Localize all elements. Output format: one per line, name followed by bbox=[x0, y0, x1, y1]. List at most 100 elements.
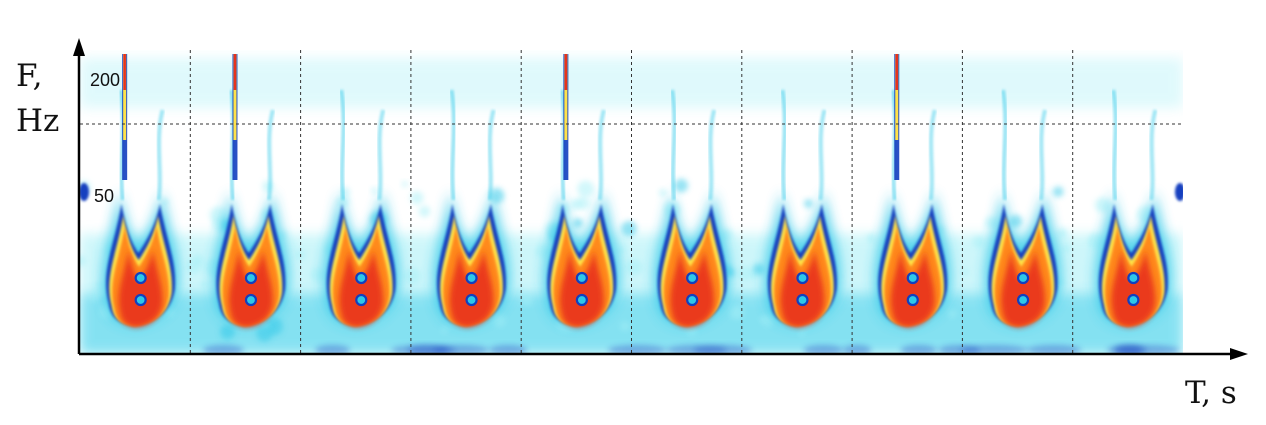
blob-layer-4 bbox=[1001, 249, 1046, 328]
x-axis-arrow-icon bbox=[1230, 348, 1248, 360]
background-speckle bbox=[577, 180, 594, 198]
ring-2 bbox=[906, 293, 919, 307]
background-speckle bbox=[947, 309, 956, 318]
y-axis-title-line1: F, bbox=[16, 58, 43, 94]
wisp-right bbox=[487, 109, 496, 201]
wisp-left bbox=[449, 89, 456, 201]
beat-10 bbox=[1095, 54, 1172, 328]
background-speckle bbox=[737, 266, 753, 282]
edge-spot-right bbox=[1175, 183, 1183, 201]
wisp-left bbox=[339, 89, 346, 201]
baseline-shade bbox=[432, 345, 489, 354]
wisp-right bbox=[597, 109, 606, 201]
y-tick-label-50: 50 bbox=[94, 186, 114, 206]
grid-lines bbox=[80, 50, 1183, 354]
background-speckle bbox=[625, 259, 643, 276]
baseline-shade bbox=[960, 345, 1028, 354]
background-speckle bbox=[371, 187, 378, 194]
beat-7 bbox=[764, 54, 841, 328]
background-speckle bbox=[572, 218, 583, 229]
beat-1 bbox=[102, 54, 179, 328]
blob-layer-4 bbox=[339, 249, 384, 328]
background-speckle bbox=[91, 293, 99, 301]
wisp-left bbox=[780, 89, 787, 201]
edge-spot-left bbox=[80, 183, 89, 201]
background-speckle bbox=[621, 220, 637, 237]
wisp-right bbox=[266, 109, 275, 201]
background-speckle bbox=[570, 198, 582, 211]
ring-2 bbox=[465, 293, 478, 307]
beat-5 bbox=[543, 54, 620, 328]
ring-2 bbox=[1016, 293, 1030, 307]
ring-2 bbox=[575, 293, 588, 307]
background-speckle bbox=[620, 321, 630, 331]
ring-2 bbox=[686, 293, 699, 307]
background-speckle bbox=[521, 295, 532, 306]
background-speckle bbox=[401, 181, 408, 188]
y-axis bbox=[73, 38, 85, 354]
wisp-left bbox=[1111, 89, 1118, 201]
ring-1 bbox=[465, 271, 478, 285]
beat-9 bbox=[984, 54, 1062, 328]
ring-2 bbox=[355, 293, 368, 307]
blob-layer-4 bbox=[559, 249, 604, 328]
baseline-shade bbox=[666, 345, 727, 354]
ring-1 bbox=[796, 271, 809, 285]
blob-layer-4 bbox=[118, 249, 163, 328]
background-speckle bbox=[759, 315, 767, 323]
wisp-right bbox=[928, 109, 937, 201]
background-speckle bbox=[985, 216, 998, 229]
x-axis-title: T, s bbox=[1185, 375, 1237, 411]
baseline-shade bbox=[202, 345, 244, 354]
wisp-left bbox=[1001, 89, 1008, 201]
background-speckle bbox=[200, 281, 208, 289]
blob-layer-4 bbox=[449, 249, 494, 328]
background-speckle bbox=[961, 268, 969, 276]
background-speckle bbox=[658, 188, 667, 197]
ring-1 bbox=[686, 271, 699, 285]
beat-4 bbox=[433, 54, 510, 328]
blob-layer-4 bbox=[890, 249, 935, 328]
ring-1 bbox=[906, 271, 919, 285]
ring-2 bbox=[244, 293, 258, 307]
y-axis-arrow-icon bbox=[73, 38, 85, 56]
wisp-right bbox=[1039, 109, 1047, 201]
beat-3 bbox=[323, 54, 400, 328]
background-speckle bbox=[186, 258, 202, 274]
ring-2 bbox=[134, 293, 147, 307]
background-speckle bbox=[256, 325, 273, 342]
background-speckle bbox=[752, 263, 765, 276]
background-speckle bbox=[1094, 197, 1110, 213]
blob-layer-4 bbox=[228, 249, 273, 328]
background-speckle bbox=[220, 324, 235, 340]
wisp-right bbox=[156, 109, 165, 201]
baseline-shade bbox=[1113, 345, 1142, 354]
x-axis bbox=[79, 348, 1248, 360]
beat-6 bbox=[653, 54, 731, 328]
ring-1 bbox=[355, 271, 368, 285]
background-speckle bbox=[410, 191, 424, 205]
background-speckle bbox=[972, 235, 985, 249]
background-speckle bbox=[617, 246, 625, 254]
wisp-right bbox=[377, 109, 386, 201]
baseline-shade bbox=[842, 345, 872, 354]
background-speckle bbox=[80, 255, 86, 267]
ring-1 bbox=[134, 271, 147, 285]
blob-layer-4 bbox=[1111, 249, 1156, 328]
ring-2 bbox=[1127, 293, 1140, 307]
baseline-shade bbox=[803, 345, 844, 354]
background-speckle bbox=[866, 233, 876, 243]
background-speckle bbox=[686, 325, 697, 336]
background-speckle bbox=[749, 272, 757, 280]
wisp-left bbox=[670, 89, 677, 201]
background-speckle bbox=[441, 326, 449, 334]
background-speckle bbox=[803, 199, 813, 208]
y-tick-label-200: 200 bbox=[90, 70, 120, 90]
baseline-shade bbox=[1026, 345, 1082, 354]
background-speckle bbox=[1087, 233, 1103, 249]
background-speckle bbox=[310, 267, 325, 283]
baseline-shade bbox=[900, 345, 937, 354]
beat-blobs bbox=[102, 54, 1172, 328]
background-speckle bbox=[404, 267, 421, 285]
ring-1 bbox=[1127, 271, 1140, 285]
